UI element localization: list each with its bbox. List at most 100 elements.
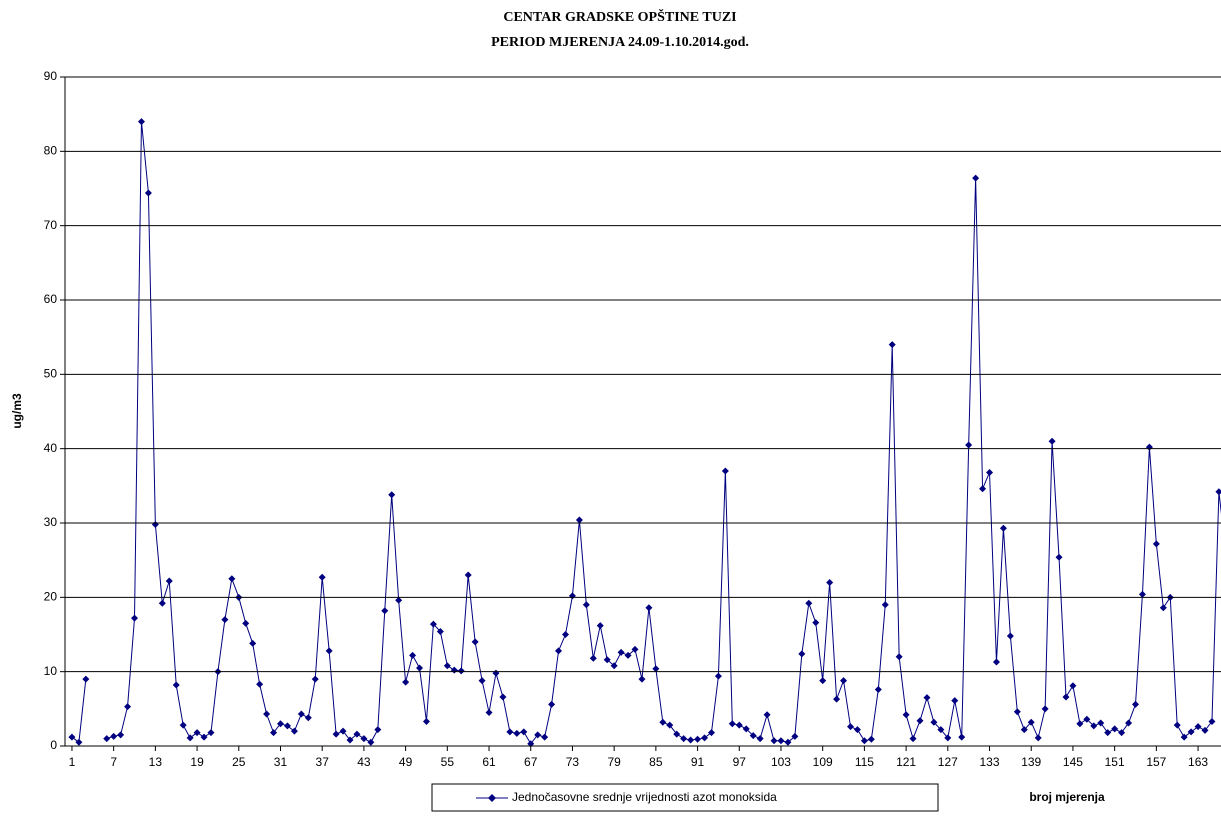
data-point bbox=[283, 722, 291, 730]
data-point bbox=[1034, 734, 1042, 742]
data-point bbox=[117, 731, 125, 739]
data-point bbox=[297, 710, 305, 718]
x-tick-label: 145 bbox=[1063, 755, 1083, 769]
data-point bbox=[541, 733, 549, 741]
data-point bbox=[1111, 725, 1119, 733]
data-point bbox=[506, 728, 514, 736]
y-tick-label: 70 bbox=[44, 218, 58, 232]
data-point bbox=[874, 686, 882, 694]
x-tick-label: 19 bbox=[190, 755, 204, 769]
data-point bbox=[555, 647, 563, 655]
x-tick-label: 25 bbox=[232, 755, 246, 769]
data-point bbox=[930, 718, 938, 726]
data-point bbox=[1013, 708, 1021, 716]
chart-title: CENTAR GRADSKE OPŠTINE TUZI bbox=[503, 8, 736, 25]
data-point bbox=[1020, 726, 1028, 734]
data-point bbox=[958, 733, 966, 741]
data-point bbox=[144, 189, 152, 197]
data-point bbox=[436, 628, 444, 636]
data-point bbox=[833, 695, 841, 703]
data-point bbox=[1062, 693, 1070, 701]
data-point bbox=[1104, 729, 1112, 737]
x-tick-label: 13 bbox=[149, 755, 163, 769]
data-point bbox=[1208, 717, 1216, 725]
data-point bbox=[1173, 721, 1181, 729]
x-tick-label: 127 bbox=[938, 755, 958, 769]
x-tick-label: 151 bbox=[1105, 755, 1125, 769]
data-point bbox=[707, 729, 715, 737]
data-point bbox=[534, 731, 542, 739]
data-point bbox=[1215, 488, 1221, 496]
data-point bbox=[1131, 700, 1139, 708]
data-point bbox=[694, 735, 702, 743]
data-point bbox=[360, 735, 368, 743]
data-point bbox=[1145, 443, 1153, 451]
data-point bbox=[353, 730, 361, 738]
y-tick-label: 60 bbox=[44, 292, 58, 306]
series-line bbox=[71, 121, 1221, 745]
data-point bbox=[777, 737, 785, 745]
data-point bbox=[304, 714, 312, 722]
data-point bbox=[485, 709, 493, 717]
x-tick-label: 61 bbox=[482, 755, 496, 769]
data-point bbox=[791, 732, 799, 740]
data-point bbox=[895, 653, 903, 661]
data-point bbox=[325, 647, 333, 655]
data-point bbox=[242, 619, 250, 627]
data-point bbox=[137, 118, 145, 126]
data-point bbox=[1201, 726, 1209, 734]
data-point bbox=[819, 677, 827, 685]
data-point bbox=[221, 616, 229, 624]
x-tick-label: 43 bbox=[357, 755, 371, 769]
data-point bbox=[499, 693, 507, 701]
data-point bbox=[165, 577, 173, 585]
data-point bbox=[276, 720, 284, 728]
data-point bbox=[888, 341, 896, 349]
x-tick-label: 55 bbox=[441, 755, 455, 769]
data-point bbox=[1069, 682, 1077, 690]
x-tick-label: 7 bbox=[110, 755, 117, 769]
data-point bbox=[172, 681, 180, 689]
data-point bbox=[909, 735, 917, 743]
data-point bbox=[714, 672, 722, 680]
data-point bbox=[659, 718, 667, 726]
x-tick-label: 97 bbox=[733, 755, 747, 769]
data-point bbox=[1118, 729, 1126, 737]
data-point bbox=[902, 711, 910, 719]
data-point bbox=[186, 734, 194, 742]
x-tick-label: 139 bbox=[1021, 755, 1041, 769]
data-point bbox=[735, 721, 743, 729]
data-point bbox=[589, 654, 597, 662]
data-point bbox=[1180, 733, 1188, 741]
data-point bbox=[1097, 719, 1105, 727]
data-point bbox=[798, 650, 806, 658]
data-point bbox=[457, 667, 465, 675]
legend-label: Jednočasovne srednje vrijednosti azot mo… bbox=[512, 790, 777, 804]
data-point bbox=[131, 614, 139, 622]
x-tick-label: 163 bbox=[1188, 755, 1208, 769]
data-point bbox=[492, 669, 500, 677]
data-point bbox=[805, 599, 813, 607]
data-point bbox=[1152, 540, 1160, 548]
data-point bbox=[1125, 719, 1133, 727]
data-point bbox=[826, 578, 834, 586]
data-point bbox=[402, 678, 410, 686]
data-point bbox=[388, 491, 396, 499]
data-point bbox=[756, 735, 764, 743]
x-tick-label: 79 bbox=[607, 755, 621, 769]
y-tick-label: 20 bbox=[44, 590, 58, 604]
data-point bbox=[367, 738, 375, 746]
data-point bbox=[332, 730, 340, 738]
data-point bbox=[763, 711, 771, 719]
plot-area bbox=[68, 118, 1221, 748]
data-point bbox=[409, 651, 417, 659]
data-point bbox=[680, 735, 688, 743]
x-tick-label: 67 bbox=[524, 755, 538, 769]
data-point bbox=[513, 729, 521, 737]
data-point bbox=[749, 732, 757, 740]
data-point bbox=[784, 738, 792, 746]
data-point bbox=[846, 723, 854, 731]
data-point bbox=[992, 658, 1000, 666]
data-point bbox=[1041, 705, 1049, 713]
